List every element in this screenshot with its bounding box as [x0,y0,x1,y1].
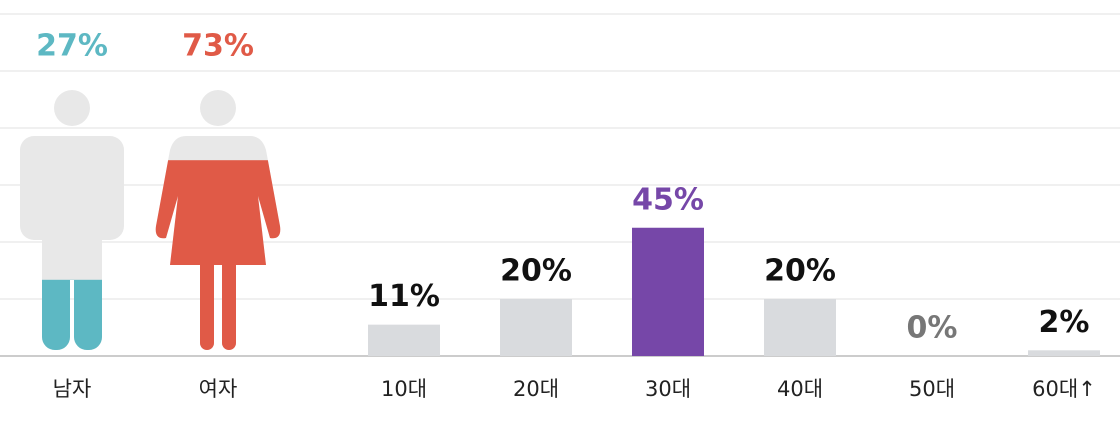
bar [764,299,836,356]
category-label: 30대 [645,377,691,401]
figure [155,90,281,350]
category-label: 60대↑ [1032,377,1096,401]
bar [500,299,572,356]
bar [368,324,440,356]
bar [632,227,704,356]
category-label: 50대 [909,377,955,401]
category-label: 20대 [513,377,559,401]
value-label: 45% [632,182,704,217]
figure [20,90,124,350]
category-label: 남자 [53,377,92,401]
figure-base [20,90,124,350]
bar [1028,350,1100,356]
value-label: 20% [500,254,572,289]
category-label: 여자 [199,377,238,401]
figure-fill [20,279,124,350]
value-label: 20% [764,254,836,289]
value-label: 11% [368,279,440,314]
value-label: 73% [182,29,254,64]
figure-fill [155,160,281,350]
value-label: 0% [907,311,958,346]
value-label: 2% [1039,305,1090,340]
category-label: 40대 [777,377,823,401]
value-label: 27% [36,29,108,64]
category-label: 10대 [381,377,427,401]
